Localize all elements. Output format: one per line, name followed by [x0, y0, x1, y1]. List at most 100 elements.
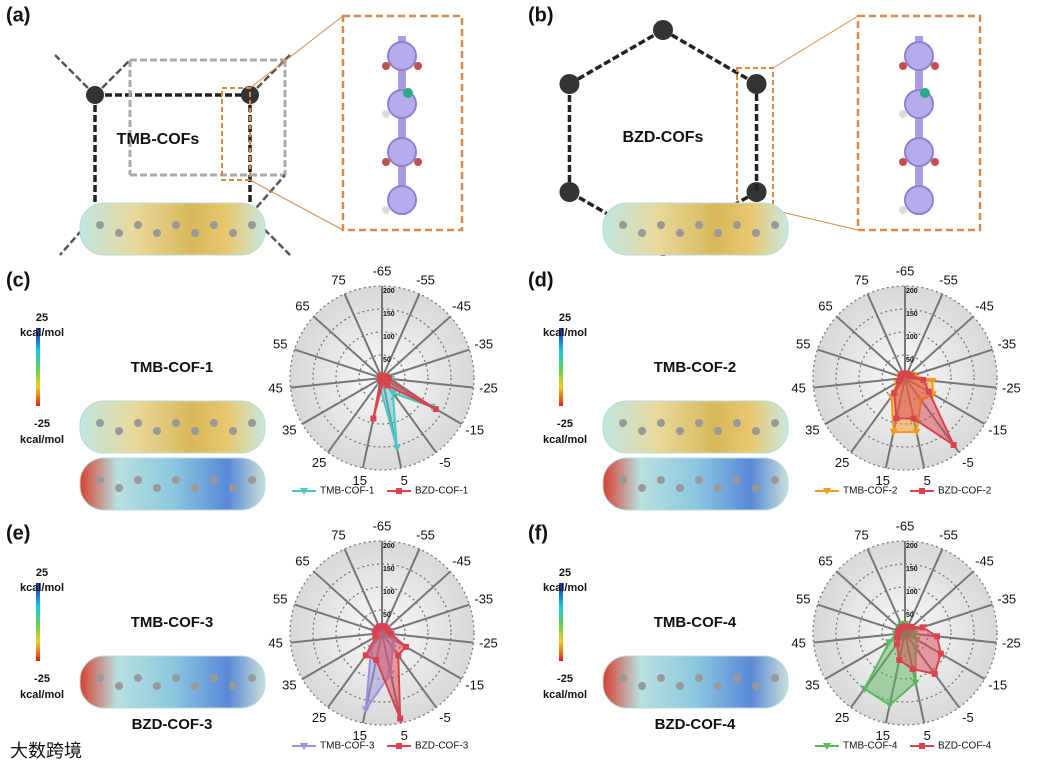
inset-box [341, 14, 464, 232]
legend-label: BZD-COF-4 [938, 741, 992, 752]
esp-atom [96, 674, 104, 682]
axis-label: 35 [282, 422, 296, 437]
radar-ring [358, 354, 406, 402]
molecule-atom [920, 88, 930, 98]
framework-node [746, 74, 767, 94]
esp-atom [752, 484, 760, 492]
axis-label: 45 [791, 381, 805, 396]
scale-unit: kcal/mol [543, 434, 587, 446]
legend-marker [300, 743, 308, 750]
molecule-atom [382, 206, 390, 214]
radar-marker [910, 415, 917, 422]
r-tick-label: 150 [383, 566, 395, 573]
esp-atom [153, 427, 161, 435]
axis-label: 15 [876, 473, 890, 488]
r-tick-label: 150 [906, 566, 918, 573]
molecule-atom [382, 110, 390, 118]
legend-marker [919, 743, 925, 749]
axis-label: 55 [273, 337, 287, 352]
legend-marker [396, 488, 402, 494]
axis-label: 75 [331, 273, 345, 288]
radar-marker [893, 641, 900, 648]
axis-label: 55 [273, 592, 287, 607]
framework-chain [662, 28, 758, 86]
esp-atom [619, 674, 627, 682]
esp-atom [714, 682, 722, 690]
connector [772, 209, 859, 231]
axis-label: -5 [439, 710, 451, 725]
esp-atom [229, 427, 237, 435]
scale-max: 25 [36, 567, 48, 579]
molecule-atom [899, 206, 907, 214]
esp-atom [714, 427, 722, 435]
axis-label: 15 [353, 473, 367, 488]
esp-atom [619, 476, 627, 484]
framework-node [746, 182, 767, 202]
radar-marker [928, 377, 937, 385]
esp-atom [153, 484, 161, 492]
scale-max: 25 [559, 312, 571, 324]
molecule-atom [414, 110, 422, 118]
molecule-label: TMB-COF-4 [654, 614, 737, 631]
axis-label: 15 [876, 728, 890, 743]
panel-label: (b) [528, 4, 554, 26]
radar-spoke [381, 348, 470, 379]
axis-label: 5 [924, 473, 931, 488]
radar-marker [937, 650, 944, 657]
molecule-atom [899, 158, 907, 166]
radar-spoke [327, 377, 383, 454]
radar-marker [919, 624, 926, 631]
esp-atom [172, 221, 180, 229]
esp-atom [191, 229, 199, 237]
structure-label: TMB-COFs [117, 131, 200, 148]
esp-atom [210, 419, 218, 427]
legend-marker [396, 743, 402, 749]
framework-node [653, 20, 673, 40]
panel-label: (a) [6, 4, 30, 26]
radar-marker [885, 701, 894, 709]
axis-label: -65 [896, 518, 915, 533]
color-bar [559, 583, 563, 661]
radar-marker [908, 372, 915, 379]
axis-label: -25 [1002, 636, 1021, 651]
radar-spoke [381, 570, 452, 634]
esp-atom [657, 419, 665, 427]
radar-ring [812, 540, 998, 726]
radar-marker [388, 389, 397, 397]
radar-marker [950, 441, 957, 448]
axis-label: 25 [835, 455, 849, 470]
molecule-atom [931, 62, 939, 70]
esp-atom [695, 419, 703, 427]
scale-unit: kcal/mol [20, 434, 64, 446]
framework-chain [94, 59, 131, 96]
scale-min: -25 [34, 418, 50, 430]
scale-min: -25 [34, 673, 50, 685]
scale-min: -25 [557, 673, 573, 685]
r-tick-label: 50 [383, 612, 391, 619]
esp-atom [115, 484, 123, 492]
axis-label: -25 [1002, 381, 1021, 396]
radar-marker [392, 444, 401, 452]
molecule-label: TMB-COF-3 [131, 614, 214, 631]
radar-marker [395, 652, 402, 659]
molecule-ring [904, 41, 934, 71]
radar-marker [378, 372, 385, 379]
axis-label: 35 [282, 677, 296, 692]
radar-spoke [904, 315, 975, 379]
r-tick-label: 100 [383, 334, 395, 341]
watermark: 大数跨境 [10, 741, 82, 761]
connector [249, 179, 344, 231]
radar-spoke [813, 377, 906, 389]
esp-atom [695, 674, 703, 682]
radar-ring [812, 285, 998, 471]
r-tick-label: 100 [906, 334, 918, 341]
molecule-atom [931, 158, 939, 166]
radar-marker [402, 643, 409, 650]
radar-marker [909, 665, 916, 672]
molecule-atom [414, 206, 422, 214]
radar-spoke [817, 603, 906, 634]
molecule-ring [387, 185, 417, 215]
axis-label: -25 [479, 381, 498, 396]
radar-spoke [294, 603, 383, 634]
radar-spoke [866, 548, 906, 634]
